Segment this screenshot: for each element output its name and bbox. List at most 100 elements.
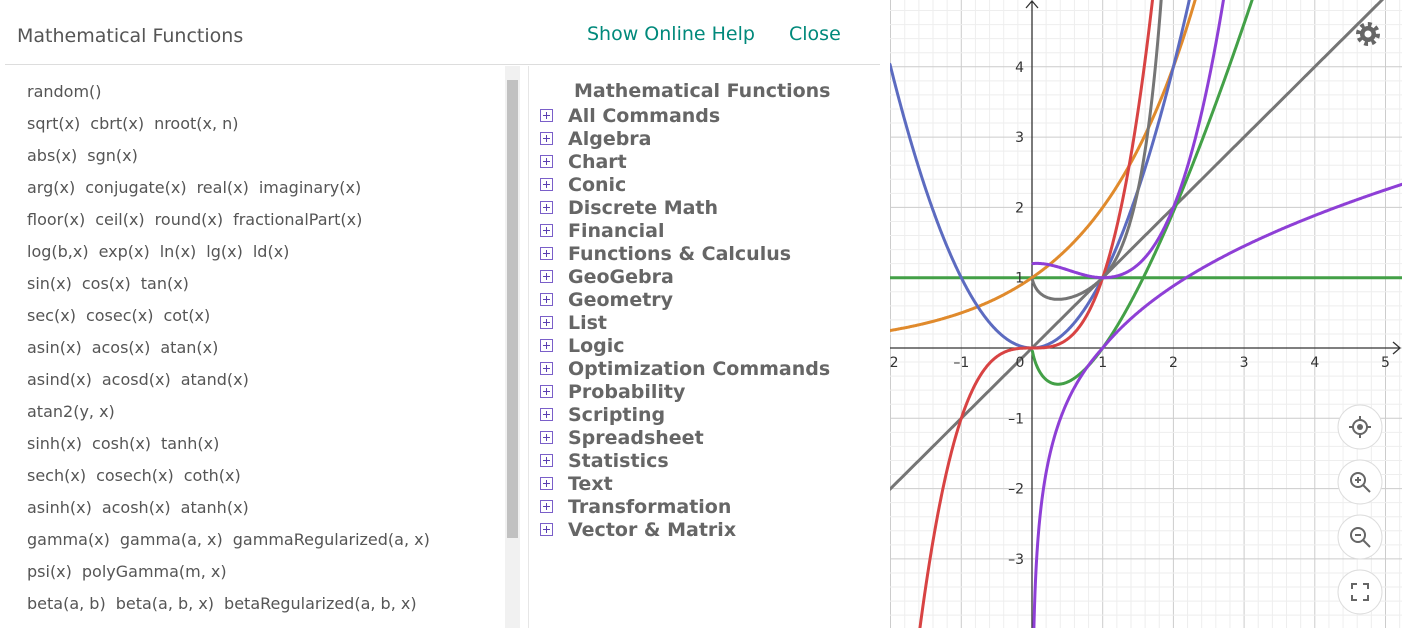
function-item[interactable]: cosh(x) [92, 434, 152, 453]
function-item[interactable]: cot(x) [163, 306, 211, 325]
scrollbar[interactable] [505, 66, 520, 628]
function-item[interactable]: gamma(x) [27, 530, 110, 549]
tree-item[interactable]: Spreadsheet [538, 426, 830, 449]
function-item[interactable]: coth(x) [183, 466, 241, 485]
function-item[interactable]: sec(x) [27, 306, 76, 325]
expand-icon[interactable] [540, 132, 553, 145]
function-item[interactable]: fractionalPart(x) [233, 210, 363, 229]
function-item[interactable]: sinh(x) [27, 434, 83, 453]
fullscreen-button[interactable] [1337, 569, 1383, 615]
locate-button[interactable] [1337, 404, 1383, 450]
function-item[interactable]: atan2(y, x) [27, 402, 115, 421]
expand-icon[interactable] [540, 362, 553, 375]
curve [890, 0, 1191, 350]
tree-item[interactable]: List [538, 311, 830, 334]
expand-icon[interactable] [540, 408, 553, 421]
tree-item[interactable]: Financial [538, 219, 830, 242]
expand-icon[interactable] [540, 293, 553, 306]
tree-item[interactable]: Text [538, 472, 830, 495]
function-item[interactable]: asind(x) [27, 370, 92, 389]
help-button[interactable]: Show Online Help [587, 23, 755, 45]
expand-icon[interactable] [540, 109, 553, 122]
tree-item[interactable]: Logic [538, 334, 830, 357]
function-item[interactable]: asinh(x) [27, 498, 92, 517]
function-item[interactable]: cos(x) [81, 274, 131, 293]
function-item[interactable]: asin(x) [27, 338, 82, 357]
tree-item[interactable]: Probability [538, 380, 830, 403]
curve [1031, 0, 1163, 301]
expand-icon[interactable] [540, 500, 553, 513]
tree-item[interactable]: Conic [538, 173, 830, 196]
function-item[interactable]: arg(x) [27, 178, 76, 197]
function-item[interactable]: exp(x) [98, 242, 150, 261]
function-item[interactable]: polyGamma(m, x) [81, 562, 227, 581]
expand-icon[interactable] [540, 339, 553, 352]
settings-icon[interactable] [1356, 22, 1380, 46]
expand-icon[interactable] [540, 247, 553, 260]
function-item[interactable]: conjugate(x) [85, 178, 187, 197]
expand-icon[interactable] [540, 316, 553, 329]
function-item[interactable]: psi(x) [27, 562, 72, 581]
function-item[interactable]: ceil(x) [95, 210, 145, 229]
function-item[interactable]: acosd(x) [101, 370, 171, 389]
expand-icon[interactable] [540, 224, 553, 237]
function-item[interactable]: gamma(a, x) [119, 530, 223, 549]
expand-icon[interactable] [540, 523, 553, 536]
function-item[interactable]: beta(a, b, x) [115, 594, 215, 613]
zoom-out-button[interactable] [1337, 514, 1383, 560]
tree-item[interactable]: Discrete Math [538, 196, 830, 219]
expand-icon[interactable] [540, 477, 553, 490]
tree-item[interactable]: Functions & Calculus [538, 242, 830, 265]
function-item[interactable]: abs(x) [27, 146, 78, 165]
function-item[interactable]: sgn(x) [87, 146, 138, 165]
function-item[interactable]: lg(x) [206, 242, 243, 261]
expand-icon[interactable] [540, 178, 553, 191]
tree-item[interactable]: GeoGebra [538, 265, 830, 288]
scroll-thumb[interactable] [507, 80, 518, 538]
tree-item[interactable]: Algebra [538, 127, 830, 150]
expand-icon[interactable] [540, 431, 553, 444]
function-item[interactable]: imaginary(x) [258, 178, 362, 197]
zoom-in-button[interactable] [1337, 459, 1383, 505]
function-item[interactable]: random() [27, 82, 102, 101]
function-item[interactable]: ln(x) [159, 242, 197, 261]
tree-item[interactable]: Chart [538, 150, 830, 173]
function-item[interactable]: acos(x) [91, 338, 151, 357]
tree-item[interactable]: Scripting [538, 403, 830, 426]
tree-item[interactable]: All Commands [538, 104, 830, 127]
function-item[interactable]: atanh(x) [180, 498, 249, 517]
function-item[interactable]: sech(x) [27, 466, 87, 485]
expand-icon[interactable] [540, 454, 553, 467]
function-item[interactable]: tan(x) [140, 274, 189, 293]
function-item[interactable]: tanh(x) [161, 434, 220, 453]
function-item[interactable]: round(x) [154, 210, 224, 229]
function-item[interactable]: atand(x) [180, 370, 249, 389]
function-item[interactable]: gammaRegularized(a, x) [232, 530, 430, 549]
function-item[interactable]: cbrt(x) [90, 114, 145, 133]
function-item[interactable]: acosh(x) [101, 498, 171, 517]
function-item[interactable]: ld(x) [252, 242, 290, 261]
tree-item[interactable]: Transformation [538, 495, 830, 518]
function-item[interactable]: betaRegularized(a, b, x) [224, 594, 417, 613]
function-item[interactable]: nroot(x, n) [154, 114, 239, 133]
expand-icon[interactable] [540, 270, 553, 283]
expand-icon[interactable] [540, 385, 553, 398]
close-button[interactable]: Close [789, 23, 841, 45]
function-item[interactable]: sqrt(x) [27, 114, 81, 133]
tree-item[interactable]: Vector & Matrix [538, 518, 830, 541]
function-item[interactable]: log(b,x) [27, 242, 89, 261]
function-item[interactable]: floor(x) [27, 210, 86, 229]
tree-item[interactable]: Optimization Commands [538, 357, 830, 380]
expand-icon[interactable] [540, 201, 553, 214]
function-item[interactable]: real(x) [196, 178, 249, 197]
function-item[interactable]: beta(a, b) [27, 594, 106, 613]
function-item[interactable]: atan(x) [160, 338, 219, 357]
function-item[interactable]: sin(x) [27, 274, 72, 293]
function-item[interactable]: cosech(x) [96, 466, 174, 485]
y-tick-label: 3 [1015, 130, 1024, 146]
tree-item[interactable]: Statistics [538, 449, 830, 472]
function-item[interactable]: cosec(x) [85, 306, 154, 325]
expand-icon[interactable] [540, 155, 553, 168]
tree-item[interactable]: Geometry [538, 288, 830, 311]
tree-label: List [568, 311, 608, 334]
